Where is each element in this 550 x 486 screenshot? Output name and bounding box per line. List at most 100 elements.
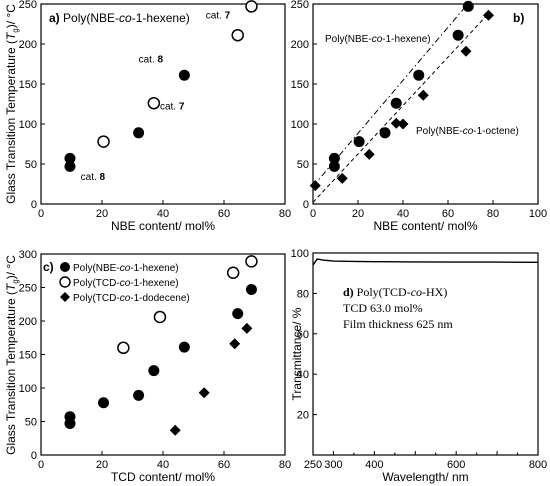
legend-label-c-1: Poly(TCD-co-1-hexene) <box>73 278 179 289</box>
y-tick-label-b-2: 100 <box>291 119 309 131</box>
y-tick-label-d-4: 80 <box>297 288 309 300</box>
data-point-a-1-2 <box>231 28 244 42</box>
info-line-d-1: Film thickness 625 nm <box>343 317 453 331</box>
data-point-a-0-2 <box>133 127 145 139</box>
x-tick-label-c-1: 20 <box>96 459 108 471</box>
x-tick-label-d-0: 250 <box>304 459 322 471</box>
data-point-c-2-0 <box>169 424 181 436</box>
data-point-b-0-2 <box>353 136 365 148</box>
plot-frame-d <box>312 252 539 456</box>
data-point-b-1-1 <box>336 172 348 184</box>
data-point-b-0-0 <box>328 160 340 172</box>
data-point-a-0-0 <box>64 160 76 172</box>
data-point-b-0-3 <box>379 127 391 139</box>
plot-frame-b <box>312 3 539 205</box>
y-tick-label-c-3: 150 <box>19 350 37 362</box>
panel-label-c: c) <box>43 260 54 274</box>
info-line-d-0: TCD 63.0 mol% <box>343 301 423 315</box>
y-tick-label-c-2: 100 <box>19 383 37 395</box>
y-tick-label-b-1: 50 <box>297 159 309 171</box>
data-point-a-1-1 <box>147 96 161 110</box>
transmittance-line-0 <box>312 258 539 266</box>
chart-title-a: a) Poly(NBE-co-1-hexene) <box>49 11 190 25</box>
x-tick-label-d-4: 600 <box>447 459 465 471</box>
x-tick-label-b-5: 100 <box>529 208 547 220</box>
x-tick-label-c-4: 80 <box>279 459 291 471</box>
data-point-c-2-3 <box>241 322 253 334</box>
y-tick-label-d-1: 20 <box>297 410 309 422</box>
y-tick-label-a-5: 250 <box>19 0 37 11</box>
x-tick-label-a-3: 60 <box>218 208 230 220</box>
panel-label-b: b) <box>513 11 524 25</box>
x-tick-label-a-0: 0 <box>38 208 44 220</box>
y-tick-label-b-5: 250 <box>291 0 309 11</box>
legend-label-c-0: Poly(NBE-co-1-hexene) <box>73 263 179 274</box>
x-tick-label-c-3: 60 <box>218 459 230 471</box>
y-tick-label-c-0: 0 <box>31 450 37 462</box>
y-tick-label-d-2: 40 <box>297 369 309 381</box>
y-tick-label-a-3: 150 <box>19 79 37 91</box>
data-point-b-0-6 <box>452 29 464 41</box>
data-point-c-1-1 <box>153 310 167 324</box>
x-tick-label-a-1: 20 <box>96 208 108 220</box>
data-point-a-0-3 <box>178 69 190 81</box>
y-tick-label-d-3: 60 <box>297 329 309 341</box>
x-tick-label-b-4: 80 <box>487 208 499 220</box>
y-tick-label-d-5: 100 <box>291 248 309 260</box>
data-point-b-1-5 <box>417 89 429 101</box>
x-axis-title-d: Wavelength/ nm <box>382 470 468 484</box>
data-point-c-0-5 <box>178 341 190 353</box>
y-tick-label-b-3: 150 <box>291 79 309 91</box>
data-point-c-0-3 <box>133 389 145 401</box>
data-point-c-2-2 <box>229 338 241 350</box>
y-axis-title-a: Glass Transition Temperature (Tg)/ °C <box>4 4 20 204</box>
x-tick-label-d-6: 800 <box>529 459 547 471</box>
annotation-cat-2: cat. 7 <box>160 102 185 113</box>
y-tick-label-c-1: 50 <box>25 417 37 429</box>
x-tick-label-a-4: 80 <box>279 208 291 220</box>
data-point-b-0-4 <box>390 97 402 109</box>
annotation-cat-1: cat. 8 <box>139 54 164 65</box>
y-tick-label-a-1: 50 <box>25 159 37 171</box>
y-tick-label-a-2: 100 <box>19 119 37 131</box>
data-point-b-0-1 <box>328 152 340 164</box>
x-tick-label-d-1: 300 <box>324 459 342 471</box>
x-tick-label-c-0: 0 <box>38 459 44 471</box>
y-tick-label-a-4: 200 <box>19 39 37 51</box>
legend-label-c-2: Poly(TCD-co-1-dodecene) <box>73 293 190 304</box>
data-point-b-0-5 <box>413 69 425 81</box>
data-point-b-1-0 <box>309 180 321 192</box>
data-point-a-1-0 <box>97 135 110 148</box>
data-point-c-0-4 <box>148 365 160 377</box>
x-axis-title-c: TCD content/ mol% <box>111 470 215 484</box>
y-tick-label-c-6: 300 <box>19 249 37 261</box>
annotation-cat-0: cat. 8 <box>81 172 106 183</box>
x-tick-label-b-3: 60 <box>442 208 454 220</box>
y-axis-title-c: Glass Transition Temperature (Tg)/ °C <box>4 255 20 455</box>
data-point-a-0-1 <box>64 152 76 164</box>
x-tick-label-b-1: 20 <box>352 208 364 220</box>
y-tick-label-b-0: 0 <box>303 199 309 211</box>
fit-line-b-1 <box>312 13 489 203</box>
legend-marker-c-1 <box>59 276 71 288</box>
data-point-c-2-1 <box>198 387 210 399</box>
fit-line-b-0 <box>312 0 471 187</box>
y-tick-label-c-4: 200 <box>19 316 37 328</box>
data-point-b-1-3 <box>390 117 402 129</box>
y-tick-label-c-5: 250 <box>19 283 37 295</box>
data-point-c-1-3 <box>245 255 258 268</box>
x-tick-label-b-2: 40 <box>397 208 409 220</box>
data-point-c-0-2 <box>98 397 110 409</box>
x-axis-title-a: NBE content/ mol% <box>111 219 215 233</box>
annotation-cat-3: cat. 7 <box>206 10 231 21</box>
x-tick-label-d-2: 400 <box>365 459 383 471</box>
y-axis-title-d: Transmittance/ % <box>290 307 304 400</box>
data-point-a-1-3 <box>245 0 258 13</box>
data-point-c-0-7 <box>245 284 257 296</box>
chart-title-d: d) Poly(TCD-co-HX) <box>343 285 447 299</box>
data-point-b-1-4 <box>397 118 409 130</box>
series-label-b-1: Poly(NBE-co-1-octene) <box>416 126 519 137</box>
data-point-c-0-1 <box>64 411 76 423</box>
legend-marker-c-2 <box>60 292 70 302</box>
data-point-b-1-6 <box>460 45 472 57</box>
